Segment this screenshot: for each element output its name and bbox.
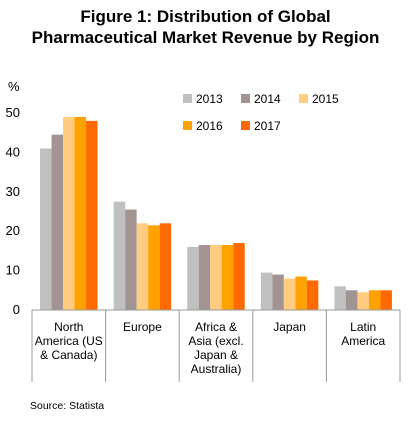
category-label: America	[341, 334, 385, 348]
bar-2017-2	[233, 243, 245, 310]
legend-label-2017: 2017	[254, 119, 281, 133]
chart-title: Figure 1: Distribution of Global Pharmac…	[0, 6, 411, 48]
legend-swatch-2015	[299, 94, 308, 103]
bar-2013-2	[187, 246, 199, 310]
legend-swatch-2014	[241, 94, 250, 103]
bar-2017-3	[306, 280, 319, 310]
y-tick-label: 30	[6, 184, 20, 199]
bar-2015-2	[210, 244, 222, 310]
y-axis-label: %	[8, 79, 20, 94]
bar-2017-4	[380, 290, 392, 310]
legend-label-2016: 2016	[196, 119, 223, 133]
y-tick-label: 0	[13, 302, 20, 317]
y-tick-label: 40	[6, 144, 20, 159]
category-label: Latin	[350, 320, 376, 334]
category-label: Japan	[273, 320, 306, 334]
category-label: & Canada)	[40, 348, 97, 362]
bar-2016-1	[148, 225, 160, 310]
legend-swatch-2017	[241, 121, 250, 130]
bar-2017-1	[159, 223, 172, 310]
bar-2014-0	[51, 134, 64, 310]
bar-2013-1	[113, 201, 126, 310]
legend-label-2014: 2014	[254, 92, 281, 106]
category-label: Europe	[123, 320, 162, 334]
bar-2015-0	[63, 116, 75, 310]
y-tick-label: 50	[6, 105, 20, 120]
bar-2014-1	[125, 209, 137, 310]
bar-2013-4	[334, 286, 346, 310]
legend-swatch-2013	[183, 94, 192, 103]
legend-label-2015: 2015	[312, 92, 339, 106]
legend-swatch-2016	[183, 121, 192, 130]
bar-2016-4	[368, 290, 381, 310]
bar-2017-0	[86, 120, 98, 310]
y-tick-label: 20	[6, 223, 20, 238]
bar-2014-2	[198, 244, 211, 310]
bar-2013-3	[260, 272, 273, 310]
bar-2015-1	[136, 223, 149, 310]
chart-title-line-1: Figure 1: Distribution of Global	[80, 7, 331, 26]
bar-2016-2	[221, 244, 234, 310]
bar-2016-0	[74, 116, 87, 310]
category-label: America (US	[35, 334, 103, 348]
category-label: Asia (excl.	[188, 334, 243, 348]
source-note: Source: Statista	[30, 400, 105, 412]
legend-label-2013: 2013	[196, 92, 223, 106]
chart-title-line-2: Pharmaceutical Market Revenue by Region	[31, 28, 380, 47]
bar-2015-4	[357, 292, 369, 310]
bar-2014-4	[345, 290, 358, 310]
category-label: Africa &	[195, 320, 237, 334]
bar-2016-3	[295, 276, 307, 310]
category-label: Japan &	[194, 348, 238, 362]
category-label: Australia)	[191, 362, 242, 376]
bar-2014-3	[272, 274, 284, 310]
y-tick-label: 10	[6, 263, 20, 278]
bar-2013-0	[40, 148, 52, 310]
category-label: North	[54, 320, 83, 334]
bar-2015-3	[283, 278, 296, 310]
